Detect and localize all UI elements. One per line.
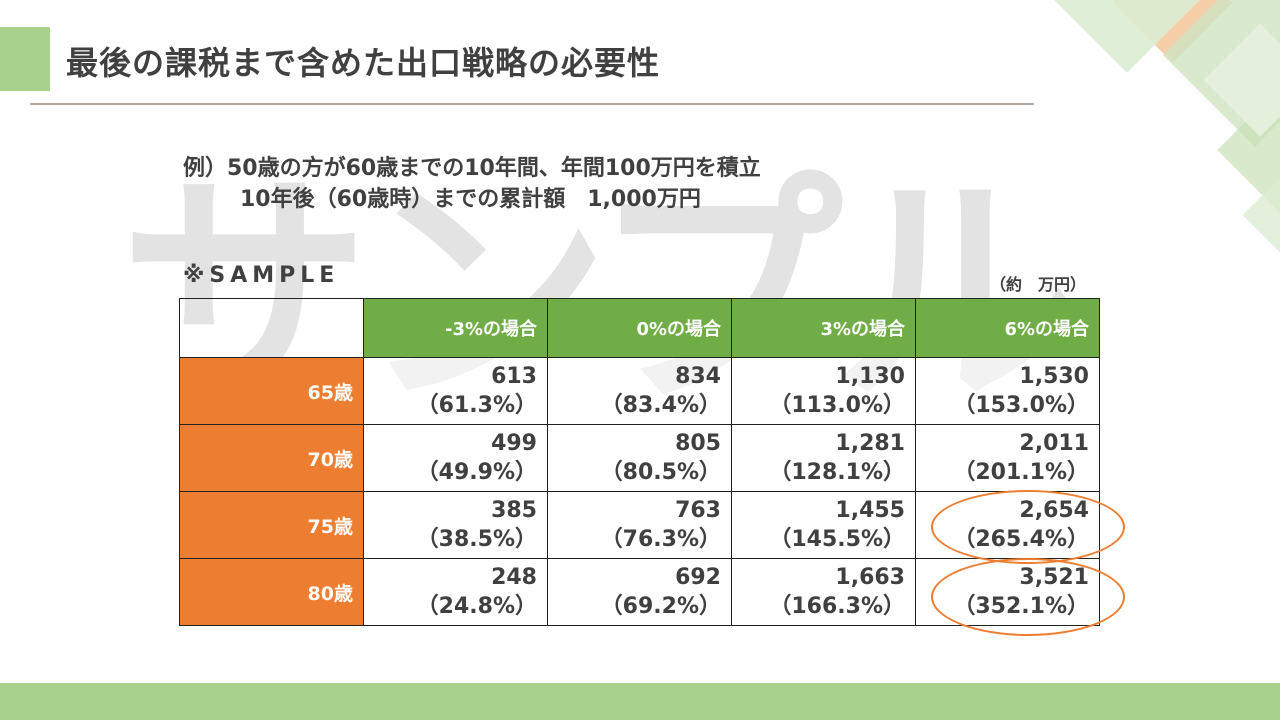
row-header-age: 70歳 — [179, 424, 364, 492]
cell-percent: （201.1%） — [953, 460, 1089, 485]
cell-percent: （69.2%） — [600, 594, 721, 619]
cell-amount: 613 — [491, 364, 537, 389]
highlight-circle-80 — [931, 558, 1125, 636]
cell-percent: （38.5%） — [416, 527, 537, 552]
example-line-1: 例）50歳の方が60歳までの10年間、年間100万円を積立 — [183, 156, 761, 181]
table-cell: 834 （83.4%） — [547, 357, 732, 425]
column-header: -3%の場合 — [363, 298, 548, 358]
cell-amount: 834 — [675, 364, 721, 389]
cell-amount: 1,663 — [835, 565, 905, 590]
row-header-age: 75歳 — [179, 491, 364, 559]
table-cell: 1,530 （153.0%） — [915, 357, 1100, 425]
cell-amount: 499 — [491, 431, 537, 456]
row-header-age: 65歳 — [179, 357, 364, 425]
title-accent-bar — [0, 27, 50, 91]
cell-amount: 248 — [491, 565, 537, 590]
slide-title: 最後の課税まで含めた出口戦略の必要性 — [66, 44, 661, 82]
highlight-circle-75 — [931, 490, 1125, 564]
unit-label: （約 万円） — [990, 275, 1087, 294]
cell-percent: （113.0%） — [769, 393, 905, 418]
cell-percent: （166.3%） — [769, 594, 905, 619]
table-cell: 499 （49.9%） — [363, 424, 548, 492]
cell-amount: 692 — [675, 565, 721, 590]
cell-amount: 1,455 — [835, 498, 905, 523]
sample-label: ※SAMPLE — [183, 263, 340, 288]
cell-percent: （83.4%） — [600, 393, 721, 418]
table-cell: 385 （38.5%） — [363, 491, 548, 559]
table-header-row: -3%の場合 0%の場合 3%の場合 6%の場合 — [179, 298, 1100, 358]
cell-amount: 763 — [675, 498, 721, 523]
cell-percent: （24.8%） — [416, 594, 537, 619]
cell-percent: （80.5%） — [600, 460, 721, 485]
row-header-age: 80歳 — [179, 558, 364, 626]
title-divider — [30, 103, 1034, 105]
cell-percent: （49.9%） — [416, 460, 537, 485]
cell-amount: 1,281 — [835, 431, 905, 456]
cell-percent: （145.5%） — [769, 527, 905, 552]
cell-amount: 385 — [491, 498, 537, 523]
table-cell: 1,663 （166.3%） — [731, 558, 916, 626]
table-cell: 805 （80.5%） — [547, 424, 732, 492]
cell-percent: （128.1%） — [769, 460, 905, 485]
column-header: 0%の場合 — [547, 298, 732, 358]
table-cell: 763 （76.3%） — [547, 491, 732, 559]
cell-percent: （76.3%） — [600, 527, 721, 552]
cell-amount: 1,530 — [1019, 364, 1089, 389]
table-cell: 692 （69.2%） — [547, 558, 732, 626]
bottom-accent-bar — [0, 683, 1280, 720]
cell-amount: 1,130 — [835, 364, 905, 389]
table-cell: 248 （24.8%） — [363, 558, 548, 626]
table-cell: 1,455 （145.5%） — [731, 491, 916, 559]
table-cell: 1,130 （113.0%） — [731, 357, 916, 425]
table-cell: 613 （61.3%） — [363, 357, 548, 425]
column-header: 3%の場合 — [731, 298, 916, 358]
column-header: 6%の場合 — [915, 298, 1100, 358]
cell-percent: （153.0%） — [953, 393, 1089, 418]
table-row: 70歳 499 （49.9%） 805 （80.5%） 1,281 （128.1%） … — [179, 424, 1100, 492]
cell-amount: 805 — [675, 431, 721, 456]
table-cell: 1,281 （128.1%） — [731, 424, 916, 492]
table-corner-cell — [179, 298, 364, 358]
cell-amount: 2,011 — [1019, 431, 1089, 456]
example-text: 例）50歳の方が60歳までの10年間、年間100万円を積立 10年後（60歳時）… — [183, 153, 761, 215]
cell-percent: （61.3%） — [416, 393, 537, 418]
table-row: 65歳 613 （61.3%） 834 （83.4%） 1,130 （113.0%） … — [179, 357, 1100, 425]
table-cell: 2,011 （201.1%） — [915, 424, 1100, 492]
example-line-2: 10年後（60歳時）までの累計額 1,000万円 — [240, 187, 701, 212]
